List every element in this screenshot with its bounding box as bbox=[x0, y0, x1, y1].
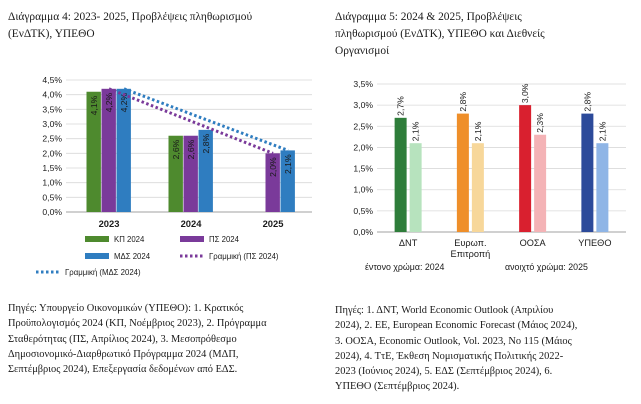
chart4-data-label: 4,2% bbox=[104, 92, 114, 112]
chart5-data-label: 2,1% bbox=[411, 121, 421, 141]
chart4-data-label: 2,1% bbox=[283, 154, 293, 174]
chart5-bar bbox=[581, 113, 594, 232]
chart4-title-line2: (ΕνΔΤΚ), ΥΠΕΘΟ bbox=[8, 28, 95, 40]
chart4-trendline bbox=[123, 87, 289, 152]
chart4-legend-label: ΚΠ 2024 bbox=[114, 235, 145, 244]
chart4-legend-label: Γραμμική (ΠΣ 2024) bbox=[209, 252, 279, 261]
chart4-legend-label: ΜΔΣ 2024 bbox=[114, 252, 151, 261]
chart5-title-line3: Οργανισμοί bbox=[335, 45, 390, 57]
chart4-bar bbox=[265, 153, 280, 212]
chart5-data-label: 2,7% bbox=[396, 96, 406, 116]
chart5-title-line2: πληθωρισμού (ΕνΔΤΚ), ΥΠΕΘΟ και Διεθνείς bbox=[335, 28, 545, 40]
chart4-title: Διάγραμμα 4: 2023- 2025, Προβλέψεις πληθ… bbox=[8, 9, 252, 43]
chart5-bar bbox=[456, 113, 469, 232]
chart4-ytick-label: 4,5% bbox=[42, 75, 62, 85]
chart4-ytick-label: 3,5% bbox=[42, 104, 62, 114]
chart5-source-line: ΥΠΕΘΟ (Σεπτέμβριος 2024). bbox=[335, 381, 460, 393]
chart5-ytick-label: 1,0% bbox=[353, 185, 373, 195]
chart4-source-line: Σταθερότητας (ΠΣ, Απρίλιος 2024), 3. Μεσ… bbox=[8, 333, 237, 345]
chart5-note-2025: ανοιχτό χρώμα: 2025 bbox=[505, 262, 588, 272]
chart5-source-line: 2024), 4. ΤτΕ, Έκθεση Νομισματικής Πολιτ… bbox=[335, 350, 564, 362]
chart4-source-line: Σεπτέμβριος 2024), Επεξεργασία δεδομένων… bbox=[8, 364, 238, 376]
chart5-category-label: Επιτροπή bbox=[450, 249, 490, 259]
chart4-data-label: 4,2% bbox=[119, 92, 129, 112]
chart4-ytick-label: 2,0% bbox=[42, 148, 62, 158]
chart5-ytick-label: 0,5% bbox=[353, 206, 373, 216]
chart5-ytick-label: 3,5% bbox=[353, 79, 373, 89]
chart5-source-line: 2023 (Ιούνιος 2024), 5. ΕΔΣ (Σεπτέμβριος… bbox=[335, 366, 553, 378]
right-panel: Διάγραμμα 5: 2024 & 2025, Προβλέψεις πλη… bbox=[322, 0, 641, 404]
chart4-legend-label: ΠΣ 2024 bbox=[209, 235, 240, 244]
chart4-bar bbox=[86, 91, 101, 212]
chart5-title-line1: Διάγραμμα 5: 2024 & 2025, Προβλέψεις bbox=[335, 11, 522, 23]
chart4-data-label: 2,8% bbox=[201, 134, 211, 154]
chart4-ytick-label: 4,0% bbox=[42, 90, 62, 100]
chart4-ytick-label: 2,5% bbox=[42, 134, 62, 144]
chart5-data-label: 2,8% bbox=[582, 92, 592, 112]
chart4-bar bbox=[116, 88, 131, 212]
chart5-ytick-label: 3,0% bbox=[353, 100, 373, 110]
chart4-ytick-label: 0,0% bbox=[42, 207, 62, 217]
chart4-bar bbox=[168, 135, 183, 212]
chart5-category-label: ΟΟΣΑ bbox=[520, 238, 547, 248]
chart5-category-label: Ευρωπ. bbox=[454, 238, 486, 248]
chart4-source-line: Δημοσιονομικό-Διαρθρωτικό Πρόγραμμα 2024… bbox=[8, 348, 239, 360]
chart5-bar bbox=[394, 117, 407, 232]
chart4-category-label: 2025 bbox=[263, 218, 284, 229]
chart4-bar bbox=[198, 129, 213, 212]
chart5-category-label: ΥΠΕΘΟ bbox=[578, 238, 611, 248]
chart4-source-line: Προϋπολογισμός 2024 (ΚΠ, Νοέμβριος 2023)… bbox=[8, 318, 267, 330]
chart4-ytick-label: 1,5% bbox=[42, 163, 62, 173]
chart4-legend-swatch bbox=[85, 236, 109, 242]
chart4-source-line: Πηγές: Υπουργείο Οικονομικών (ΥΠΕΘΟ): 1.… bbox=[8, 303, 244, 314]
chart4-bar bbox=[183, 135, 198, 212]
chart5-source-line: 3. ΟΟΣΑ, Economic Outlook, Vol. 2023, No… bbox=[335, 335, 572, 347]
chart5-bar bbox=[534, 134, 547, 232]
chart5-ytick-label: 2,5% bbox=[353, 121, 373, 131]
chart4-category-label: 2023 bbox=[99, 218, 120, 229]
chart5-ytick-label: 1,5% bbox=[353, 164, 373, 174]
chart5-note-2024: έντονο χρώμα: 2024 bbox=[365, 262, 445, 272]
chart5-source: Πηγές: 1. ΔΝΤ, World Economic Outlook (Α… bbox=[335, 303, 631, 395]
chart4-bar bbox=[280, 150, 295, 212]
chart4-ytick-label: 1,0% bbox=[42, 178, 62, 188]
chart4-ytick-label: 3,0% bbox=[42, 119, 62, 129]
chart5-bar bbox=[471, 143, 484, 232]
chart5-ytick-label: 0,0% bbox=[353, 227, 373, 237]
chart4-legend-swatch bbox=[180, 236, 204, 242]
chart5-bar bbox=[519, 105, 532, 232]
chart5-ytick-label: 2,0% bbox=[353, 142, 373, 152]
chart4-data-label: 2,0% bbox=[268, 157, 278, 177]
chart5-data-label: 2,1% bbox=[597, 121, 607, 141]
chart5-bar bbox=[409, 143, 422, 232]
chart4-ytick-label: 0,5% bbox=[42, 192, 62, 202]
chart5-bar bbox=[596, 143, 609, 232]
chart4-category-label: 2024 bbox=[181, 218, 203, 229]
chart4-trendline bbox=[108, 87, 274, 155]
chart5-title: Διάγραμμα 5: 2024 & 2025, Προβλέψεις πλη… bbox=[335, 9, 545, 60]
chart4-title-line1: Διάγραμμα 4: 2023- 2025, Προβλέψεις πληθ… bbox=[8, 11, 253, 23]
chart5-data-label: 2,3% bbox=[535, 113, 545, 133]
chart4-data-label: 2,6% bbox=[186, 139, 196, 159]
chart5-source-line: 2024), 2. ΕΕ, European Economic Forecast… bbox=[335, 320, 578, 332]
chart5-source-line: Πηγές: 1. ΔΝΤ, World Economic Outlook (Α… bbox=[335, 305, 554, 316]
chart5-data-label: 2,8% bbox=[458, 92, 468, 112]
chart4-legend-label: Γραμμική (ΜΔΣ 2024) bbox=[65, 268, 141, 277]
chart5-category-label: ΔΝΤ bbox=[399, 238, 418, 248]
chart4-plot: 0,0% 0,5% 1,0% 1,5% 2,0% 2,5% 3,0% 3,5% 4,0% 4,5%… bbox=[36, 75, 312, 277]
chart4-data-label: 4,1% bbox=[89, 95, 99, 115]
chart4-data-label: 2,6% bbox=[171, 139, 181, 159]
left-panel: Διάγραμμα 4: 2023- 2025, Προβλέψεις πληθ… bbox=[0, 0, 320, 404]
chart4-bar bbox=[101, 88, 116, 212]
chart5-plot: 0,0% 0,5% 1,0% 1,5% 2,0% 2,5% 3,0% 3,5% ΔΝΤ 2,7% 2… bbox=[353, 79, 626, 272]
chart4-source: Πηγές: Υπουργείο Οικονομικών (ΥΠΕΘΟ): 1.… bbox=[8, 301, 304, 377]
chart4-legend-swatch bbox=[85, 253, 109, 259]
chart5-data-label: 3,0% bbox=[520, 83, 530, 103]
chart5-data-label: 2,1% bbox=[473, 121, 483, 141]
